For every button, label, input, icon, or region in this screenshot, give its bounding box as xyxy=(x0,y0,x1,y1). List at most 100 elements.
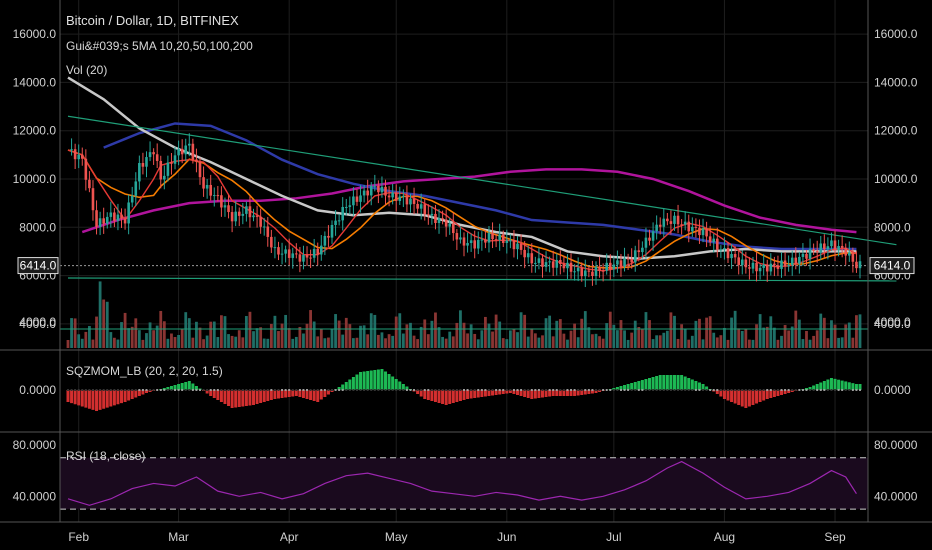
sqz-dot xyxy=(288,389,291,391)
candle-body xyxy=(844,247,848,256)
volume-bar xyxy=(665,330,669,348)
volume-bar xyxy=(812,335,816,348)
volume-bar xyxy=(352,338,355,348)
candle-body xyxy=(473,240,477,249)
sqz-dot xyxy=(395,389,398,391)
sqz-bar xyxy=(619,386,623,390)
volume-bar xyxy=(148,322,152,348)
volume-bar xyxy=(145,333,148,348)
sqz-dot xyxy=(88,389,91,391)
candle-body xyxy=(387,195,391,198)
price-tick-right: 8000.0 xyxy=(874,220,911,234)
candle-body xyxy=(419,204,423,209)
sqz-dot xyxy=(248,389,251,391)
candle-body xyxy=(455,233,459,240)
sqz-dot xyxy=(316,389,319,391)
sqz-dot xyxy=(776,389,779,391)
sqz-dot xyxy=(341,389,344,391)
sqz-bar xyxy=(487,390,491,396)
sqz-dot xyxy=(77,389,80,391)
sqz-dot xyxy=(377,389,380,391)
x-tick-label: Aug xyxy=(714,530,735,544)
sqz-bar xyxy=(755,390,759,404)
volume-bar xyxy=(851,337,855,348)
candlesticks xyxy=(70,133,862,288)
volume-bar xyxy=(833,324,837,348)
sqz-bar xyxy=(70,390,74,404)
volume-bar xyxy=(512,329,516,348)
volume-bar xyxy=(705,317,708,348)
volume-bar xyxy=(141,339,145,348)
candle-body xyxy=(277,247,280,255)
candle-body xyxy=(398,196,402,202)
sqz-dot xyxy=(570,389,573,391)
sqz-dot xyxy=(334,389,337,391)
sqz-bar xyxy=(423,390,427,399)
volume-bar xyxy=(305,323,309,348)
candle-body xyxy=(512,240,516,250)
sqz-bar xyxy=(555,390,559,396)
sqz-bar xyxy=(747,390,751,407)
sqz-bar xyxy=(280,390,284,398)
sqz-dot xyxy=(705,389,708,391)
sqz-dot xyxy=(727,389,729,391)
sqz-dot xyxy=(455,389,458,391)
candle-body xyxy=(576,267,580,272)
sqz-bar xyxy=(462,390,466,400)
sqz-bar xyxy=(637,381,641,390)
candle-body xyxy=(280,253,284,255)
sqz-dot xyxy=(566,389,569,391)
sqz-bar xyxy=(137,390,141,396)
volume-bar xyxy=(112,337,116,348)
volume-bar xyxy=(830,320,833,348)
sqz-bar xyxy=(387,374,391,390)
volume-bar xyxy=(77,334,81,348)
volume-bar xyxy=(815,330,819,348)
candle-body xyxy=(616,260,619,265)
sqz-dot xyxy=(345,389,348,391)
sqz-dot xyxy=(612,389,615,391)
volume-bar xyxy=(723,327,726,348)
sqz-dot xyxy=(769,389,772,391)
sqz-dot xyxy=(470,389,473,391)
sqz-bar xyxy=(662,375,666,390)
candle-body xyxy=(170,162,173,164)
x-tick-label: Sep xyxy=(824,530,846,544)
sqz-bar xyxy=(476,390,480,398)
volume-bar xyxy=(398,313,402,348)
sqz-dot xyxy=(619,389,622,391)
volume-bar xyxy=(359,325,362,348)
candle-body xyxy=(80,154,84,159)
sqz-dot xyxy=(391,389,394,391)
sqz-dot xyxy=(127,389,130,391)
candle-body xyxy=(291,253,295,258)
sqz-bar xyxy=(455,390,459,402)
candle-body xyxy=(273,247,277,249)
sqz-bar xyxy=(269,390,273,400)
sqz-dot xyxy=(373,389,376,391)
volume-bar xyxy=(437,327,441,348)
sqz-bar xyxy=(348,379,352,390)
sqz-bar xyxy=(87,390,91,409)
sqz-dot xyxy=(719,389,722,391)
candle-body xyxy=(476,239,480,249)
sqz-dot xyxy=(313,389,316,391)
volume-bar xyxy=(451,336,455,348)
sqz-dot xyxy=(363,389,366,391)
sqz-dot xyxy=(559,389,562,391)
sqz-bar xyxy=(562,390,566,396)
sqz-bar xyxy=(391,376,395,390)
candle-body xyxy=(730,254,733,259)
sqz-dot xyxy=(487,389,490,391)
volume-bar xyxy=(130,326,134,348)
candle-body xyxy=(587,270,591,272)
sqz-dot xyxy=(184,389,187,391)
volume-bar xyxy=(170,333,173,348)
volume-bar xyxy=(391,335,395,348)
candle-body xyxy=(726,247,730,259)
sqz-dot xyxy=(273,389,276,391)
candle-body xyxy=(209,184,213,196)
candle-body xyxy=(305,255,309,258)
volume-bar xyxy=(223,316,227,348)
candle-body xyxy=(812,249,815,251)
